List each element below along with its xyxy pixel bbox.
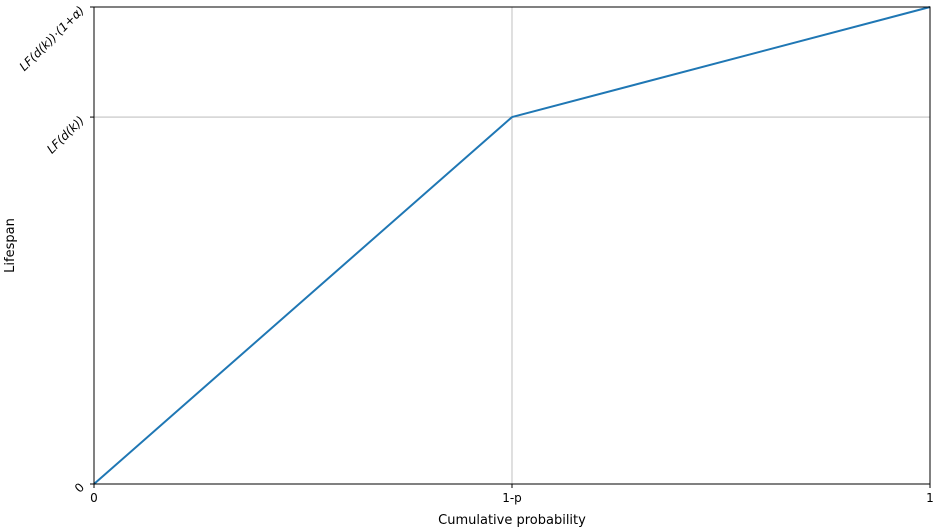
x-tick-label: 1-p xyxy=(502,491,522,505)
x-axis-label: Cumulative probability xyxy=(438,513,586,528)
axis-ticks: 0 1-p 1 0 LF(d(k)) LF(d(k))·(1+α) xyxy=(17,3,934,505)
y-axis-label: Lifespan xyxy=(3,218,18,273)
x-tick-label: 0 xyxy=(90,491,98,505)
y-tick-label: LF(d(k))·(1+α) xyxy=(17,3,87,73)
y-tick-label: LF(d(k)) xyxy=(44,113,87,156)
y-tick-label: 0 xyxy=(72,480,87,495)
x-tick-label: 1 xyxy=(926,491,934,505)
grid-lines xyxy=(93,6,931,485)
